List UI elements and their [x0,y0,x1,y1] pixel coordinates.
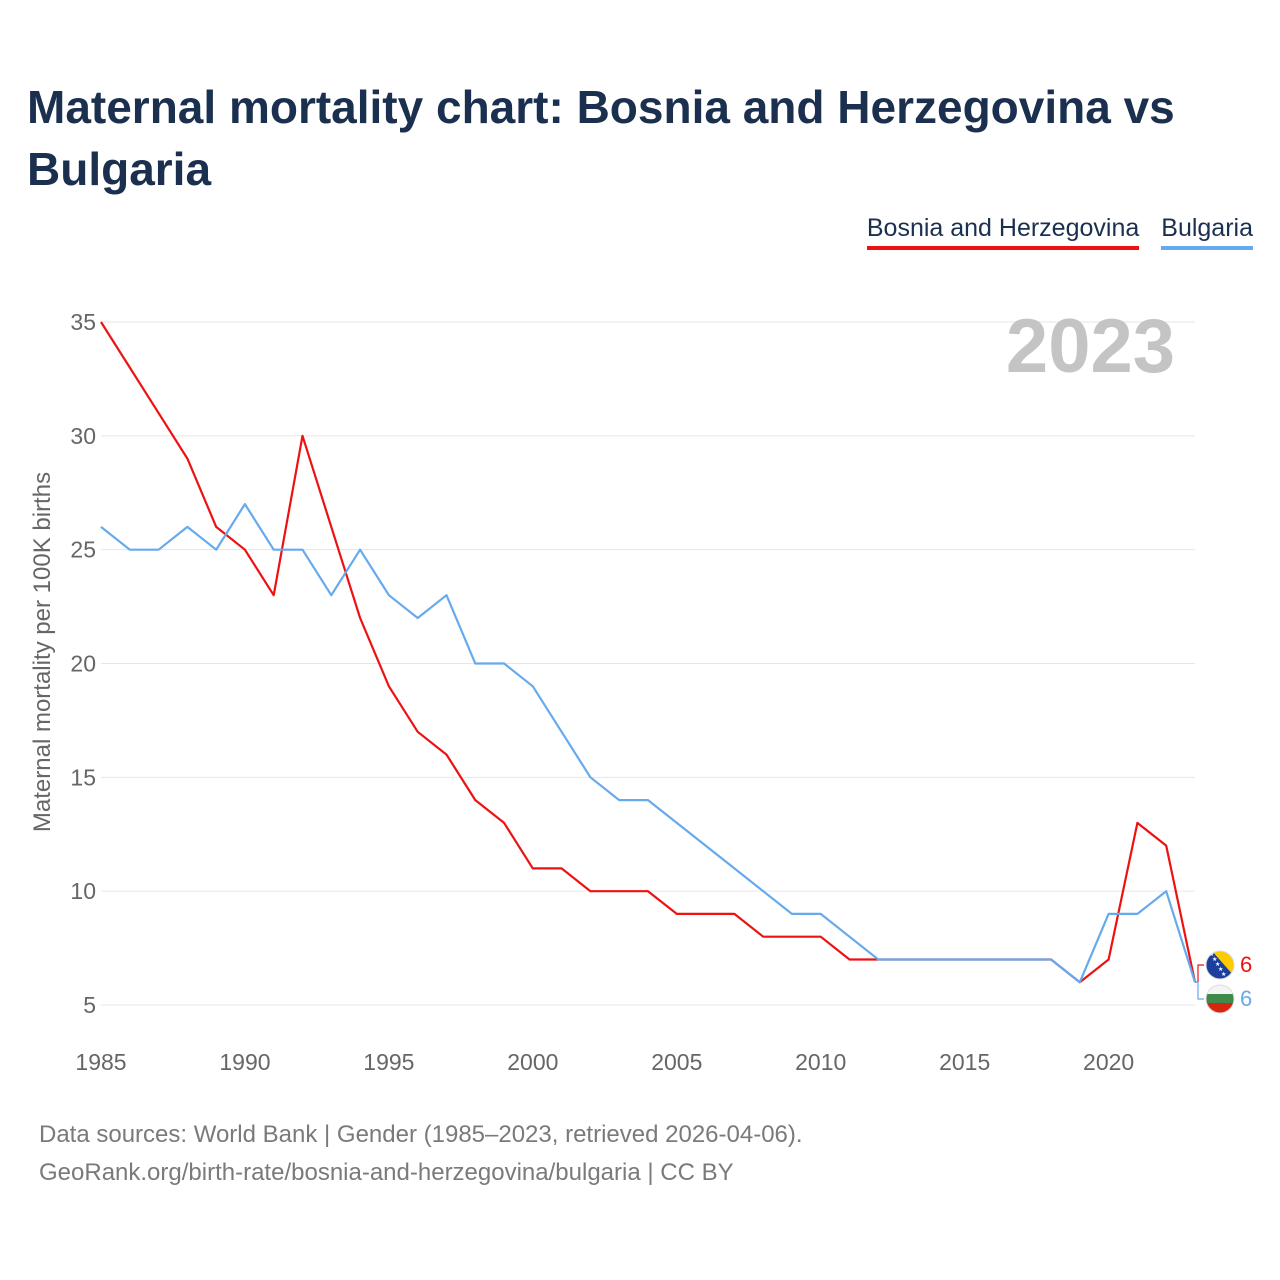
svg-text:★: ★ [1209,951,1214,958]
year-watermark: 2023 [1006,304,1175,389]
legend: Bosnia and Herzegovina Bulgaria [866,214,1253,250]
x-tick-label: 2020 [1083,1049,1134,1075]
x-tick-label: 1995 [363,1049,414,1075]
x-tick-label: 2000 [507,1049,558,1075]
footer: Data sources: World Bank | Gender (1985–… [39,1116,803,1192]
legend-item-bulgaria[interactable]: Bulgaria [1161,214,1253,250]
svg-text:★: ★ [1215,961,1220,968]
svg-text:★: ★ [1212,956,1217,963]
chart-title: Maternal mortality chart: Bosnia and Her… [27,81,1175,195]
end-connector-bosnia [1195,964,1204,983]
series-line-bulgaria[interactable] [100,503,1197,984]
y-tick-label: 35 [70,309,96,335]
y-tick-label: 20 [70,651,96,677]
bulgaria-flag-icon [1206,985,1234,1013]
bosnia-flag-icon: ★★★ ★★ [1206,951,1234,979]
y-tick-label: 10 [70,878,96,904]
y-axis-label: Maternal mortality per 100K births [29,472,56,832]
x-tick-label: 1990 [219,1049,270,1075]
y-axis-ticks: 35 30 25 20 15 10 5 [70,309,96,1018]
y-tick-label: 25 [70,537,96,563]
source-link[interactable]: GeoRank.org/birth-rate/bosnia-and-herzeg… [39,1159,734,1186]
x-tick-label: 2015 [939,1049,990,1075]
end-value-bosnia: 6 [1240,952,1252,977]
end-value-bulgaria: 6 [1240,986,1252,1011]
series-line-bosnia-and-herzegovina[interactable] [100,321,1197,984]
grid-lines [101,321,1195,1006]
x-tick-label: 2005 [651,1049,702,1075]
svg-text:★: ★ [1221,971,1226,978]
data-source-note: Data sources: World Bank | Gender (1985–… [39,1121,803,1148]
y-tick-label: 30 [70,423,96,449]
x-tick-label: 1985 [75,1049,126,1075]
y-tick-label: 15 [70,764,96,790]
svg-text:★: ★ [1218,966,1223,973]
y-tick-label: 5 [83,992,96,1018]
series-lines [100,321,1197,984]
x-tick-label: 2010 [795,1049,846,1075]
x-axis-ticks: 1985 1990 1995 2000 2005 2010 2015 2020 [75,1049,1134,1075]
legend-item-bosnia-and-herzegovina[interactable]: Bosnia and Herzegovina [866,214,1140,250]
end-connector-bulgaria [1195,981,1204,1000]
